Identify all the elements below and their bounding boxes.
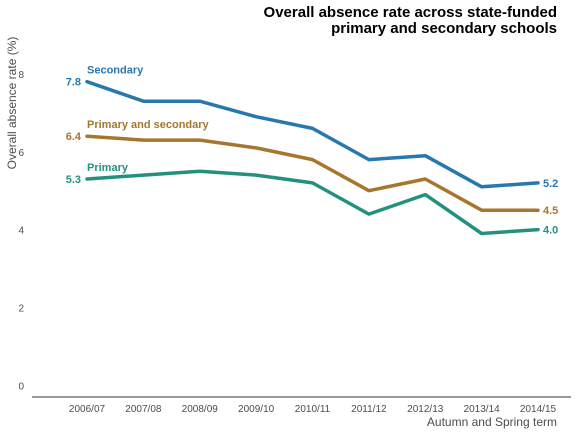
y-tick-label: 6 xyxy=(18,148,24,159)
x-tick-label: 2014/15 xyxy=(520,404,557,415)
series-name-label: Primary xyxy=(87,162,129,174)
series-labels: Secondary 7.8 5.2 Primary and secondary 6.4 4… xyxy=(66,65,559,237)
x-tick-label: 2011/12 xyxy=(351,404,387,415)
x-axis-ticks: 2006/07 2007/08 2008/09 2009/10 2010/11 2011/… xyxy=(69,404,557,415)
series-start-value: 7.8 xyxy=(66,77,81,89)
chart-title-line-2: primary and secondary schools xyxy=(331,20,557,37)
series-end-value: 4.5 xyxy=(543,205,558,217)
y-tick-label: 4 xyxy=(18,226,24,237)
series-start-value: 5.3 xyxy=(66,174,81,186)
y-axis-ticks: 0 2 4 6 8 xyxy=(18,70,24,392)
series-name-label: Primary and secondary xyxy=(87,119,210,131)
series-start-value: 6.4 xyxy=(66,131,82,143)
series-end-value: 5.2 xyxy=(543,178,558,190)
series-line-0 xyxy=(85,79,540,189)
x-tick-label: 2006/07 xyxy=(69,404,106,415)
x-axis-title: Autumn and Spring term xyxy=(427,415,557,429)
x-tick-label: 2007/08 xyxy=(125,404,162,415)
series-name-label: Secondary xyxy=(87,65,144,77)
y-tick-label: 2 xyxy=(18,303,24,314)
series-line-1 xyxy=(85,134,540,212)
y-tick-label: 0 xyxy=(18,381,24,392)
y-axis-title: Overall absence rate (%) xyxy=(5,37,19,170)
series-lines xyxy=(85,79,540,236)
chart-title-line-1: Overall absence rate across state-funded xyxy=(264,4,557,21)
x-tick-label: 2012/13 xyxy=(407,404,444,415)
series-end-value: 4.0 xyxy=(543,225,558,237)
x-tick-label: 2008/09 xyxy=(182,404,219,415)
series-line-2 xyxy=(85,169,540,236)
x-tick-label: 2013/14 xyxy=(464,404,501,415)
y-tick-label: 8 xyxy=(18,70,24,81)
x-tick-label: 2010/11 xyxy=(295,404,331,415)
x-tick-label: 2009/10 xyxy=(238,404,275,415)
